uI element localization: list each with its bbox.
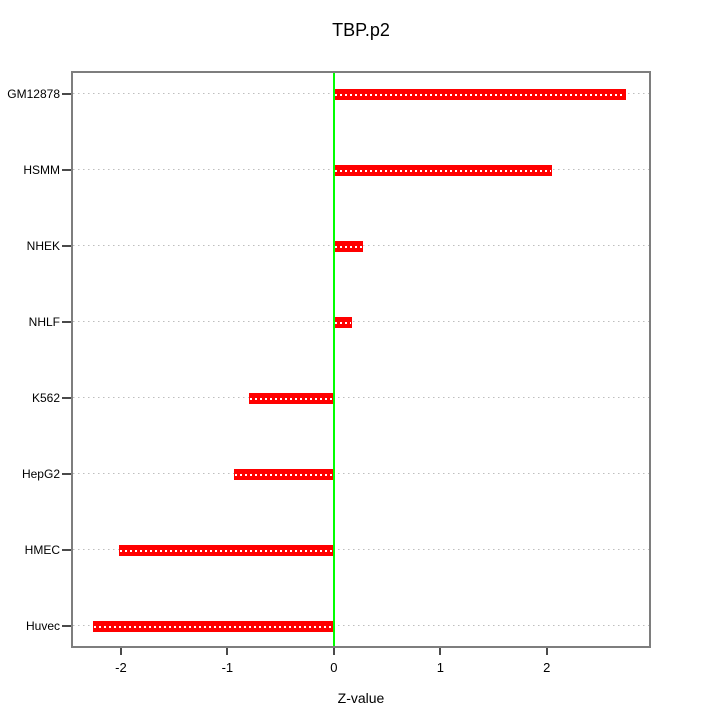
x-tick-label: 2: [543, 660, 551, 675]
bar: [333, 241, 363, 252]
bar: [333, 317, 352, 328]
bar-dash-pattern: [249, 397, 333, 400]
bar-dash-pattern: [334, 169, 552, 172]
y-tick: [62, 473, 71, 475]
x-axis-label: Z-value: [337, 690, 385, 706]
bar-dash-pattern: [334, 93, 625, 96]
y-tick: [62, 169, 71, 171]
x-tick: [439, 648, 442, 655]
grid-line: [73, 549, 649, 550]
x-tick-label: 0: [330, 660, 338, 675]
y-axis-label: HepG2: [21, 467, 60, 481]
bar: [233, 469, 334, 480]
grid-line: [73, 473, 649, 474]
bar: [333, 165, 553, 176]
y-axis-label: GM12878: [7, 87, 60, 101]
x-tick: [545, 648, 548, 655]
y-axis-label: Huvec: [25, 619, 60, 633]
grid-line: [73, 397, 649, 398]
y-tick: [62, 93, 71, 95]
y-axis-label: NHEK: [26, 239, 60, 253]
y-tick: [62, 549, 71, 551]
y-tick: [62, 321, 71, 323]
y-axis-label: HSMM: [23, 163, 60, 177]
bar-dash-pattern: [234, 473, 333, 476]
chart-title: TBP.p2: [332, 20, 390, 40]
zero-line: [332, 73, 335, 646]
y-tick: [62, 625, 71, 627]
y-tick: [62, 397, 71, 399]
x-tick: [119, 648, 122, 655]
bar: [93, 621, 334, 632]
plot-area: [71, 71, 651, 648]
grid-line: [73, 625, 649, 626]
x-tick: [332, 648, 335, 655]
bar-dash-pattern: [334, 321, 351, 324]
x-tick-label: -2: [115, 660, 127, 675]
y-tick: [62, 245, 71, 247]
bar-dash-pattern: [334, 245, 362, 248]
y-axis-label: NHLF: [28, 315, 60, 329]
grid-line: [73, 321, 649, 322]
bar: [248, 393, 334, 404]
bar: [118, 545, 334, 556]
bar-dash-pattern: [94, 625, 333, 628]
x-tick-label: 1: [436, 660, 444, 675]
bar: [333, 89, 626, 100]
bar-dash-pattern: [119, 549, 333, 552]
x-tick-label: -1: [221, 660, 234, 675]
y-axis-label: K562: [31, 391, 60, 405]
x-tick: [226, 648, 229, 655]
y-axis-label: HMEC: [24, 543, 60, 557]
